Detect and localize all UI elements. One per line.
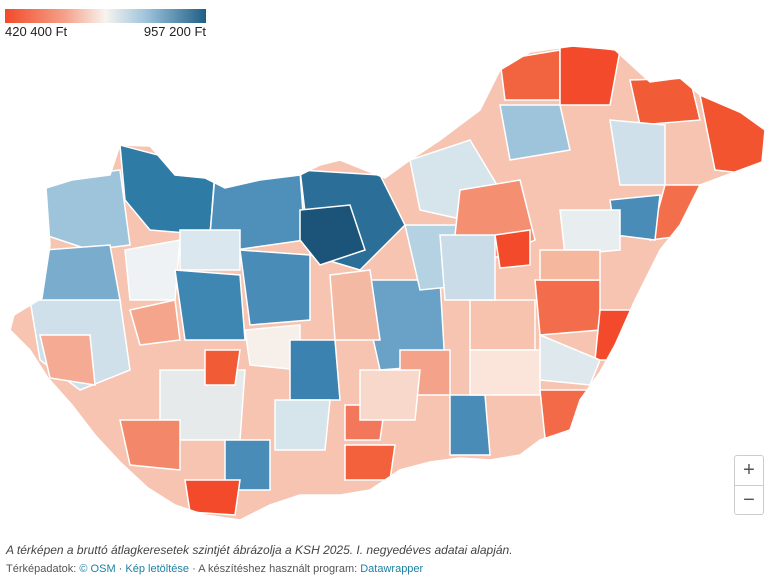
- legend-gradient-bar: [5, 9, 206, 23]
- region-c-5[interactable]: [289, 339, 341, 401]
- zoom-in-button[interactable]: +: [743, 459, 755, 481]
- datawrapper-link[interactable]: Datawrapper: [360, 563, 424, 575]
- country-outline: [9, 44, 766, 521]
- color-legend: 420 400 Ft 957 200 Ft: [5, 9, 206, 39]
- region-x-5[interactable]: [179, 229, 241, 271]
- download-image-link[interactable]: Kép letöltése: [125, 563, 190, 575]
- region-n-4[interactable]: [559, 45, 621, 106]
- region-s-10[interactable]: [204, 349, 241, 386]
- zoom-out-button[interactable]: −: [735, 485, 763, 515]
- zoom-control: + −: [734, 455, 764, 515]
- region-w-4[interactable]: [129, 299, 181, 346]
- region-budapest[interactable]: [299, 204, 366, 266]
- region-x-6[interactable]: [439, 234, 496, 301]
- legend-min-label: 420 400 Ft: [5, 24, 68, 39]
- region-n-2[interactable]: [499, 104, 571, 161]
- legend-max-label: 957 200 Ft: [143, 24, 206, 39]
- region-w-3[interactable]: [174, 269, 246, 341]
- map-note: A térképen a bruttó átlagkeresetek szint…: [6, 543, 513, 557]
- region-s-6[interactable]: [224, 439, 271, 491]
- region-e-3[interactable]: [559, 209, 621, 256]
- region-e-2[interactable]: [494, 229, 531, 269]
- region-nw-1[interactable]: [39, 169, 131, 251]
- region-c-8[interactable]: [329, 269, 381, 341]
- osm-link[interactable]: © OSM: [79, 563, 116, 575]
- region-c-3[interactable]: [239, 249, 311, 326]
- region-s-9[interactable]: [39, 334, 96, 386]
- credits-sep-1: ·: [118, 563, 123, 575]
- region-e-4[interactable]: [534, 279, 601, 336]
- region-ne-3[interactable]: [609, 119, 666, 186]
- region-s-1[interactable]: [449, 394, 491, 456]
- region-x-1[interactable]: [359, 369, 421, 421]
- region-ne-1[interactable]: [629, 77, 701, 126]
- region-n-3[interactable]: [499, 49, 561, 101]
- region-x-2[interactable]: [469, 299, 536, 351]
- credits-prefix: Térképadatok:: [6, 563, 77, 575]
- credits-line: Térképadatok: © OSM · Kép letöltése · A …: [6, 563, 423, 575]
- region-s-7[interactable]: [184, 479, 241, 516]
- region-e-5[interactable]: [594, 309, 642, 361]
- region-x-4[interactable]: [539, 249, 601, 281]
- region-s-3[interactable]: [344, 444, 396, 481]
- region-s-8[interactable]: [119, 419, 181, 471]
- region-w-2[interactable]: [124, 239, 181, 301]
- choropleth-map[interactable]: [0, 40, 777, 540]
- credits-sep-2: · A készítéshez használt program:: [192, 563, 358, 575]
- region-x-3[interactable]: [469, 349, 541, 396]
- region-s-11[interactable]: [274, 399, 331, 451]
